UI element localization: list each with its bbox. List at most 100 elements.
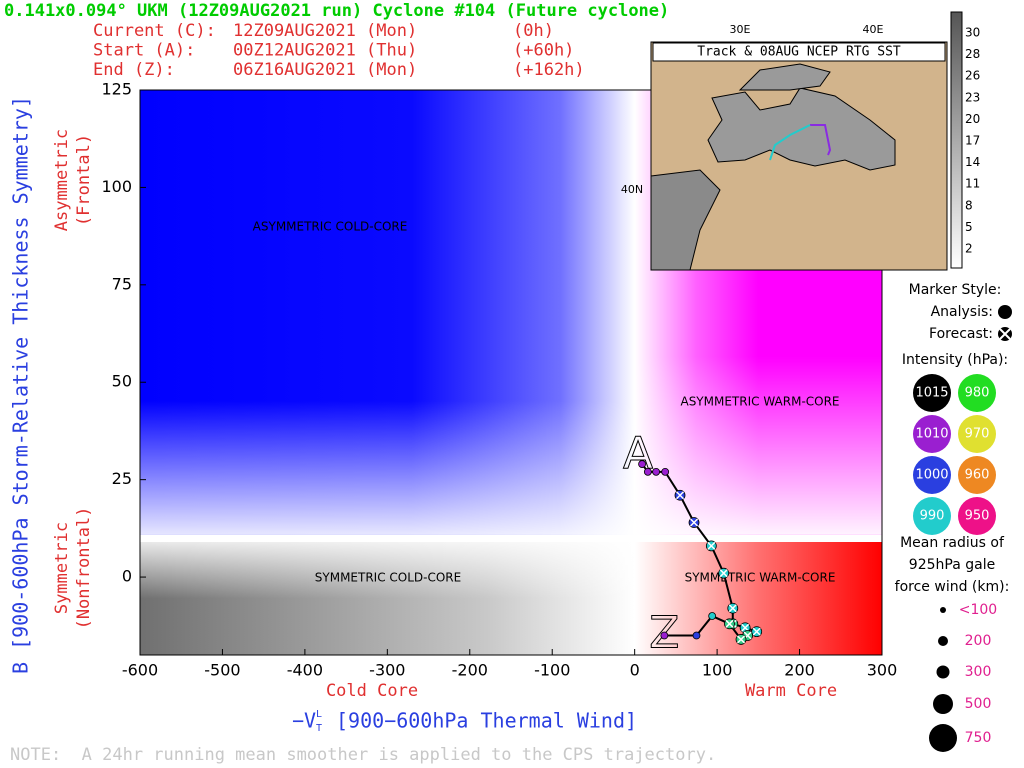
intensity-label: 950 xyxy=(965,509,990,524)
x-tick-label: 100 xyxy=(702,661,733,680)
y-tick-label: 100 xyxy=(101,177,132,196)
map-title-box xyxy=(652,42,946,62)
legend-forecast-cross xyxy=(999,328,1011,340)
map-sea xyxy=(650,169,721,271)
y-tick-label: 0 xyxy=(122,567,132,586)
point-marker xyxy=(660,631,669,640)
footnote: NOTE: A 24hr running mean smoother is ap… xyxy=(10,745,716,765)
quadrant-label: SYMMETRIC COLD-CORE xyxy=(315,571,461,585)
colorbar xyxy=(950,11,963,269)
point-marker xyxy=(652,467,661,476)
x-axis-symbol: −V xyxy=(292,709,316,733)
forecast-cross xyxy=(741,623,750,632)
intensity-label: 1000 xyxy=(915,468,948,483)
x-tick-label: -100 xyxy=(534,661,570,680)
intensity-label: 960 xyxy=(965,468,990,483)
x-axis-title: [900−600hPa Thermal Wind] xyxy=(336,709,637,733)
legend-title: Mean radius of xyxy=(900,535,1005,551)
x-note: Warm Core xyxy=(745,681,837,701)
intensity-label: 970 xyxy=(965,427,990,442)
forecast-cross xyxy=(752,627,761,636)
legend-title: Intensity (hPa): xyxy=(902,352,1008,368)
y-note: (Frontal) xyxy=(74,134,94,226)
trajectory-point xyxy=(727,602,739,614)
x-tick-label: -400 xyxy=(287,661,323,680)
trajectory-point xyxy=(692,631,701,640)
trajectory-point xyxy=(724,618,735,630)
header-line: (0h) xyxy=(513,21,554,41)
colorbar-label: 30 xyxy=(965,26,980,40)
legend-title: force wind (km): xyxy=(895,579,1010,595)
trajectory-point xyxy=(718,567,730,579)
trajectory-point xyxy=(643,467,652,476)
intensity-label: 990 xyxy=(920,509,945,524)
legend-analysis-marker xyxy=(998,305,1012,319)
x-axis-symbol-sub: T xyxy=(316,723,322,734)
point-marker xyxy=(708,612,717,620)
trajectory-point xyxy=(708,612,717,620)
radius-swatch xyxy=(936,665,950,679)
colorbar-label: 14 xyxy=(965,155,980,169)
intensity-swatch xyxy=(913,456,951,494)
intensity-swatch xyxy=(958,374,996,412)
quadrant-bg xyxy=(140,90,635,535)
map-title: Track & 08AUG NCEP RTG SST xyxy=(697,45,901,60)
y-note: Symmetric xyxy=(52,522,72,614)
legend-title: 925hPa gale xyxy=(909,557,995,573)
colorbar-label: 2 xyxy=(965,242,973,256)
quadrant-bg xyxy=(140,542,635,655)
y-axis-title: B [900-600hPa Storm-Relative Thickness S… xyxy=(9,96,33,674)
forecast-cross xyxy=(675,491,685,500)
intensity-swatch xyxy=(958,415,996,453)
y-note: (Nonfrontal) xyxy=(74,507,94,630)
map-lon-label: 40E xyxy=(863,23,884,36)
intensity-swatch xyxy=(913,497,951,535)
x-tick-label: 300 xyxy=(867,661,898,680)
colorbar-label: 28 xyxy=(965,47,980,61)
trajectory-point xyxy=(661,467,670,476)
y-tick-label: 125 xyxy=(101,80,132,99)
header-line: End (Z): xyxy=(93,60,175,80)
radius-swatch xyxy=(929,724,957,752)
x-axis-symbol-sup: L xyxy=(316,709,322,720)
radius-label: 750 xyxy=(965,730,992,746)
x-tick-label: -300 xyxy=(369,661,405,680)
trajectory-point xyxy=(674,489,686,501)
intensity-swatch xyxy=(913,374,951,412)
forecast-cross xyxy=(689,518,699,527)
radius-label: 500 xyxy=(965,696,992,712)
radius-swatch xyxy=(938,636,948,646)
forecast-cross xyxy=(728,604,737,613)
colorbar-label: 23 xyxy=(965,90,980,104)
header-line: 12Z09AUG2021 (Mon) xyxy=(233,21,417,41)
map-sea xyxy=(738,63,831,91)
forecast-cross xyxy=(707,541,716,550)
intensity-label: 1010 xyxy=(915,427,948,442)
x-tick-label: 0 xyxy=(630,661,640,680)
trajectory-point xyxy=(735,634,747,645)
map-track xyxy=(769,124,811,161)
map-lon-label: 30E xyxy=(730,23,751,36)
header-line: Start (A): xyxy=(93,41,195,61)
radius-label: 200 xyxy=(965,633,992,649)
intensity-swatch xyxy=(958,497,996,535)
trajectory-point xyxy=(705,540,717,552)
point-marker xyxy=(643,467,652,476)
point-marker xyxy=(638,460,646,468)
map-lat-label: 40N xyxy=(621,183,643,196)
map-inset: Track & 08AUG NCEP RTG SST 30E 40E 40N 30 28 2… xyxy=(621,11,980,271)
colorbar-label: 17 xyxy=(965,134,980,148)
trajectory-point xyxy=(638,460,646,468)
header-line: Current (C): xyxy=(93,21,216,41)
legend-analysis: Analysis: xyxy=(931,304,993,320)
header-line: 06Z16AUG2021 (Mon) xyxy=(233,60,417,80)
trajectory-point xyxy=(751,626,763,638)
title: 0.141x0.094° UKM (12Z09AUG2021 run) Cycl… xyxy=(4,1,669,21)
y-tick-label: 75 xyxy=(112,274,132,293)
header-line: (+60h) xyxy=(513,41,574,61)
trajectory-point xyxy=(688,517,700,528)
plot-foreground: 0.141x0.094° UKM (12Z09AUG2021 run) Cycl… xyxy=(4,1,1012,765)
point-marker xyxy=(692,631,701,640)
x-tick-label: -200 xyxy=(452,661,488,680)
